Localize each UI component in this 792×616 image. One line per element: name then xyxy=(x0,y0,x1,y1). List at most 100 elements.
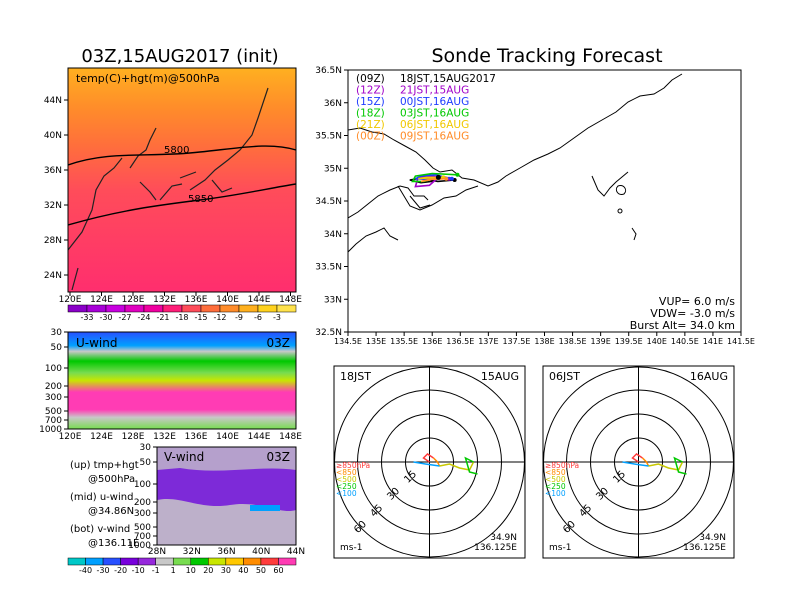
hodograph-level-label: ≥850hPa xyxy=(336,461,370,470)
hodograph-wind-trace xyxy=(648,461,684,471)
temperature-colorbar-swatch xyxy=(162,304,183,313)
track-lat-label: 35N xyxy=(324,164,342,174)
track-lon-label: 138E xyxy=(534,337,554,346)
u-wind-p-label: 200 xyxy=(45,382,62,392)
track-lat-label: 33N xyxy=(324,295,342,305)
track-legend-launch: 06JST,16AUG xyxy=(400,119,469,131)
hodograph-wind-trace xyxy=(673,456,687,475)
map-lon-label: 124E xyxy=(90,295,113,305)
height-contour-5800 xyxy=(68,145,296,166)
hodograph-time: 18JST xyxy=(340,370,371,383)
v-wind-lat-label: 32N xyxy=(183,547,201,557)
u-wind-lon-label: 144E xyxy=(248,432,271,442)
wind-colorbar-label: 20 xyxy=(203,566,213,575)
track-map-background xyxy=(348,70,741,332)
temperature-colorbar-label: -9 xyxy=(235,313,243,322)
u-wind-p-label: 700 xyxy=(45,416,62,426)
map-lat-label: 40N xyxy=(44,131,62,141)
wind-colorbar-swatch xyxy=(260,557,279,566)
korea-coastline xyxy=(129,127,157,201)
hodograph-wind-trace xyxy=(641,457,650,467)
v-wind-p-label: 700 xyxy=(134,532,151,542)
wind-colorbar-swatch xyxy=(243,557,262,566)
wind-colorbar-label: -30 xyxy=(97,566,110,575)
temperature-colorbar-swatch xyxy=(181,304,202,313)
wind-colorbar-swatch xyxy=(137,557,156,566)
param-vup: VUP= 6.0 m/s xyxy=(659,295,735,308)
island-small-1 xyxy=(615,185,627,195)
track-map-panel: 36.5N 36N 35.5N 35N 34.5N 34N 33.5N 33N 32.5N 13… xyxy=(315,66,755,346)
left-title: 03Z,15AUG2017 (init) xyxy=(81,46,278,67)
v-wind-p-label: 30 xyxy=(140,443,152,453)
u-wind-lon-label: 136E xyxy=(185,432,208,442)
temperature-colorbar-swatch xyxy=(105,304,126,313)
track-lon-label: 137E xyxy=(478,337,498,346)
map-lon-label: 144E xyxy=(248,295,271,305)
u-wind-time: 03Z xyxy=(267,336,291,350)
u-wind-field xyxy=(68,332,296,429)
wind-colorbar-swatch xyxy=(208,557,227,566)
japan-coastline xyxy=(159,87,269,201)
temperature-colorbar-swatch xyxy=(238,304,259,313)
note-mid-line2: @34.86N xyxy=(88,506,134,517)
hodograph-wind-trace xyxy=(631,453,643,463)
note-mid-line1: (mid) u-wind xyxy=(70,492,133,503)
track-legend: (09Z) 18JST,15AUG2017 (12Z) 21JST,15AUG (15Z… xyxy=(356,73,496,143)
track-lat-label: 35.5N xyxy=(315,132,342,142)
sonde-tracks xyxy=(409,172,460,188)
v-wind-lat-label: 28N xyxy=(148,547,166,557)
side-notes: (up) tmp+hgt @500hPa (mid) u-wind @34.86… xyxy=(70,460,139,549)
wind-colorbar-label: 1 xyxy=(171,566,176,575)
hodograph-level-label: <500 xyxy=(336,475,357,484)
track-lat-label: 36.5N xyxy=(315,66,342,76)
temperature-colorbar-label: -21 xyxy=(156,313,169,322)
sonde-track-line xyxy=(418,176,444,180)
track-lon-label: 137.5E xyxy=(502,337,530,346)
track-legend-launch: 03JST,16AUG xyxy=(400,108,469,120)
track-lon-label: 135.5E xyxy=(390,337,418,346)
hodograph-level-label: <250 xyxy=(545,482,566,491)
note-bot-line2: @136.11E xyxy=(88,538,139,549)
note-up-line2: @500hPa xyxy=(88,474,135,485)
track-legend-launch: 21JST,15AUG xyxy=(400,85,469,97)
wind-colorbar-label: 30 xyxy=(221,566,231,575)
hodograph-unit: ms-1 xyxy=(549,543,571,553)
wind-colorbar-swatch xyxy=(85,557,104,566)
track-lon-label: 140E xyxy=(647,337,667,346)
sonde-track-line xyxy=(420,176,447,183)
track-lat-label: 33.5N xyxy=(315,263,342,273)
wind-colorbar-swatch xyxy=(67,557,86,566)
wind-colorbar-label: -40 xyxy=(79,566,92,575)
map-lat-label: 44N xyxy=(44,96,62,106)
sonde-launch-point xyxy=(435,174,441,180)
hodograph-wind-trace xyxy=(413,461,440,467)
hodograph-lon: 136.125E xyxy=(683,543,726,553)
island-small-2 xyxy=(617,208,623,214)
wind-colorbar-swatch xyxy=(120,557,139,566)
hodograph-level-label: <250 xyxy=(336,482,357,491)
hodograph-level-label: <850 xyxy=(545,468,566,477)
temperature-colorbar-swatch xyxy=(276,304,297,313)
v-wind-p-label: 500 xyxy=(134,523,151,533)
map-lat-label: 28N xyxy=(44,236,62,246)
map-panel-label: temp(C)+hgt(m)@500hPa xyxy=(76,72,220,85)
temperature-colorbar-label: -3 xyxy=(273,313,281,322)
track-lat-label: 36N xyxy=(324,99,342,109)
u-wind-lon-label: 148E xyxy=(279,432,302,442)
hodograph-wind-trace xyxy=(432,457,441,467)
height-contour-5850 xyxy=(68,183,296,226)
v-wind-p-label: 300 xyxy=(134,509,151,519)
u-wind-lon-label: 124E xyxy=(90,432,113,442)
u-wind-p-label: 1000 xyxy=(39,425,62,435)
shikoku-coastline xyxy=(348,185,431,219)
track-lon-label: 136E xyxy=(422,337,442,346)
v-wind-jet xyxy=(250,505,280,511)
hodograph-lat: 34.9N xyxy=(699,533,726,543)
param-burst-alt: Burst Alt= 34.0 km xyxy=(630,319,735,332)
track-legend-run: (09Z) xyxy=(356,73,385,85)
v-wind-frame xyxy=(156,446,297,546)
note-up-line1: (up) tmp+hgt xyxy=(70,460,139,471)
